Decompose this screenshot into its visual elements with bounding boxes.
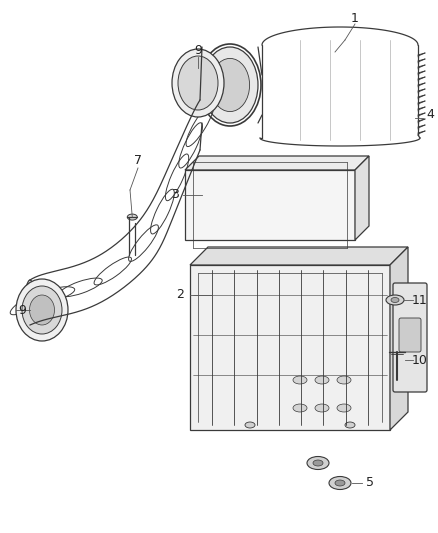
Polygon shape [190, 265, 390, 430]
Text: 4: 4 [426, 109, 434, 122]
Polygon shape [190, 247, 408, 265]
Ellipse shape [245, 422, 255, 428]
Polygon shape [355, 156, 369, 240]
Ellipse shape [202, 47, 258, 123]
Ellipse shape [210, 59, 250, 111]
Ellipse shape [29, 295, 54, 325]
Ellipse shape [329, 477, 351, 489]
Ellipse shape [293, 376, 307, 384]
Text: 9: 9 [194, 44, 202, 56]
Ellipse shape [293, 404, 307, 412]
Text: 7: 7 [134, 154, 142, 166]
Text: 9: 9 [18, 303, 26, 317]
Text: 2: 2 [176, 288, 184, 302]
Polygon shape [185, 156, 369, 170]
Text: 10: 10 [412, 353, 428, 367]
FancyBboxPatch shape [393, 283, 427, 392]
Text: 1: 1 [351, 12, 359, 25]
Ellipse shape [172, 49, 224, 117]
Ellipse shape [127, 214, 137, 220]
Ellipse shape [315, 376, 329, 384]
Ellipse shape [22, 286, 62, 334]
Polygon shape [390, 247, 408, 430]
Ellipse shape [313, 460, 323, 466]
Ellipse shape [25, 280, 35, 326]
Text: 11: 11 [412, 294, 428, 306]
Ellipse shape [315, 404, 329, 412]
Ellipse shape [337, 376, 351, 384]
Ellipse shape [337, 404, 351, 412]
FancyBboxPatch shape [399, 318, 421, 352]
Ellipse shape [178, 56, 218, 110]
Ellipse shape [345, 422, 355, 428]
Ellipse shape [386, 295, 404, 305]
Polygon shape [185, 170, 355, 240]
Ellipse shape [16, 279, 68, 341]
Ellipse shape [335, 480, 345, 486]
Ellipse shape [391, 297, 399, 303]
Text: 3: 3 [171, 189, 179, 201]
Text: 5: 5 [366, 477, 374, 489]
Ellipse shape [307, 456, 329, 470]
